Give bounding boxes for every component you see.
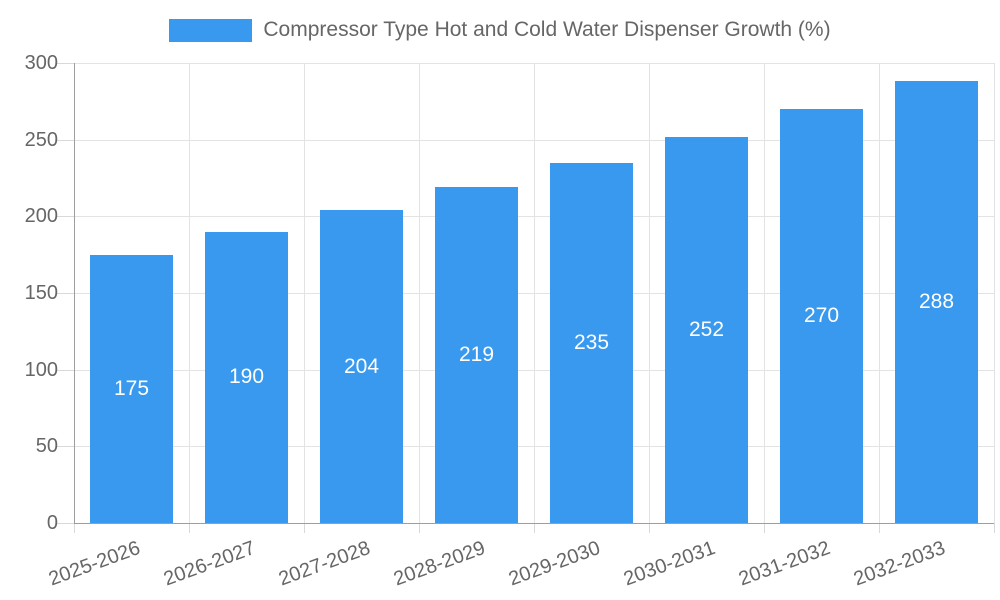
bar-value-label: 252 xyxy=(688,317,725,341)
y-axis-line xyxy=(74,63,75,523)
bar-value-label: 204 xyxy=(343,354,380,378)
x-gridline xyxy=(994,63,995,523)
x-axis-line xyxy=(74,523,994,524)
y-axis-tick-label: 50 xyxy=(35,435,58,458)
x-axis-tick xyxy=(419,523,420,533)
bar-value-label: 190 xyxy=(228,365,265,389)
bar: 190 xyxy=(205,231,288,523)
bar-value-label: 219 xyxy=(458,343,495,367)
x-axis-tick xyxy=(879,523,880,533)
y-axis-tick-label: 250 xyxy=(24,128,58,151)
x-gridline xyxy=(879,63,880,523)
x-axis-tick-label: 2028-2029 xyxy=(390,537,489,591)
bar: 219 xyxy=(435,187,518,523)
y-axis-tick xyxy=(56,369,74,371)
x-axis-tick xyxy=(994,523,995,533)
bar: 288 xyxy=(895,81,978,523)
x-gridline xyxy=(419,63,420,523)
y-axis-tick xyxy=(56,293,74,294)
x-axis-tick-label: 2029-2030 xyxy=(505,537,604,591)
x-axis-tick-label: 2030-2031 xyxy=(620,537,719,591)
x-axis-tick-label: 2026-2027 xyxy=(160,537,259,591)
bar-value-label: 288 xyxy=(918,290,955,314)
y-axis-tick xyxy=(56,446,74,448)
y-axis-tick-label: 150 xyxy=(24,282,58,304)
y-axis-tick-label: 300 xyxy=(24,52,58,74)
y-axis-tick-label: 100 xyxy=(24,358,58,381)
x-axis-tick xyxy=(304,523,305,533)
y-axis-tick-label: 200 xyxy=(24,205,58,228)
x-gridline xyxy=(304,63,305,523)
y-axis-tick xyxy=(56,139,74,141)
y-axis-tick xyxy=(56,63,74,64)
x-axis-tick xyxy=(764,523,765,533)
x-gridline xyxy=(649,63,650,523)
bar: 252 xyxy=(665,136,748,523)
bar: 235 xyxy=(550,162,633,523)
bar: 175 xyxy=(90,254,173,523)
x-axis-tick xyxy=(534,523,535,533)
x-gridline xyxy=(534,63,535,523)
x-axis-tick-label: 2027-2028 xyxy=(275,537,374,591)
y-axis-tick xyxy=(56,523,74,524)
x-axis-tick xyxy=(74,523,75,533)
x-axis-tick-label: 2031-2032 xyxy=(735,537,834,591)
y-axis-tick xyxy=(56,216,74,218)
chart-legend-item[interactable]: Compressor Type Hot and Cold Water Dispe… xyxy=(0,17,1000,43)
x-axis-tick xyxy=(649,523,650,533)
bar: 270 xyxy=(780,109,863,523)
x-gridline xyxy=(189,63,190,523)
x-axis-tick xyxy=(189,523,190,533)
bar-value-label: 270 xyxy=(803,304,840,327)
x-gridline xyxy=(764,63,765,523)
chart-title: Compressor Type Hot and Cold Water Dispe… xyxy=(263,18,831,41)
legend-swatch xyxy=(169,18,253,42)
x-axis-tick-label: 2032-2033 xyxy=(850,537,949,591)
bar-value-label: 235 xyxy=(573,330,610,354)
x-axis-tick-label: 2025-2026 xyxy=(45,537,144,591)
bar-value-label: 175 xyxy=(113,376,150,400)
bar: 204 xyxy=(320,210,403,523)
y-axis-tick-label: 0 xyxy=(46,512,58,534)
